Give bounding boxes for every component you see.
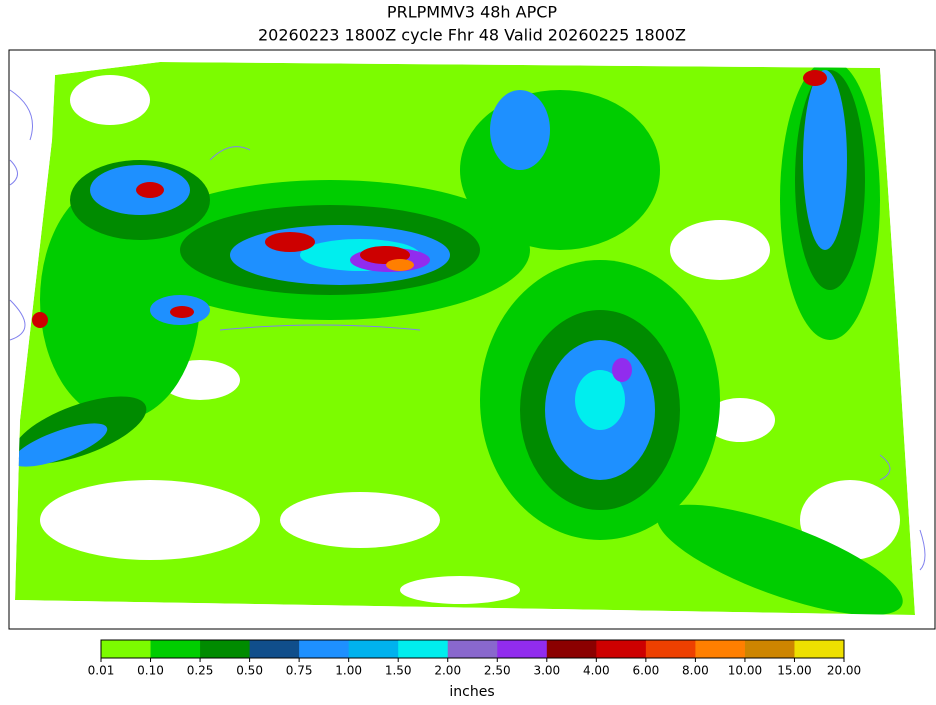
chart-title: PRLPMMV3 48h APCP: [387, 3, 558, 22]
colorbar-tick-label: 3.00: [533, 664, 560, 678]
colorbar-swatch: [398, 640, 449, 658]
colorbar-swatch: [299, 640, 350, 658]
colorbar-swatch: [497, 640, 548, 658]
colorbar-swatch: [348, 640, 399, 658]
colorbar-tick-label: 0.25: [187, 664, 214, 678]
colorbar-swatch: [645, 640, 696, 658]
colorbar-tick-label: 6.00: [633, 664, 660, 678]
colorbar-tick-label: 0.10: [137, 664, 164, 678]
colorbar-tick-label: 1.00: [335, 664, 362, 678]
colorbar-tick-label: 4.00: [583, 664, 610, 678]
colorbar-swatch: [794, 640, 845, 658]
colorbar-tick-label: 15.00: [777, 664, 811, 678]
colorbar-tick-label: 0.75: [286, 664, 313, 678]
colorbar-label: inches: [449, 684, 494, 700]
colorbar-tick-label: 2.50: [484, 664, 511, 678]
colorbar-tick-label: 0.50: [236, 664, 263, 678]
coastline: [9, 89, 926, 571]
colorbar-swatch: [596, 640, 647, 658]
chart-subtitle: 20260223 1800Z cycle Fhr 48 Valid 202602…: [258, 26, 686, 45]
colorbar-swatch: [200, 640, 251, 658]
colorbar-tick-label: 0.01: [88, 664, 115, 678]
colorbar-tick-label: 20.00: [827, 664, 861, 678]
colorbar: 0.01 0.10 0.25 0.50 0.75 1.00 1.50 2.00 2.50 3.00…: [88, 639, 861, 678]
colorbar-swatch: [150, 640, 201, 658]
colorbar-tick-label: 10.00: [728, 664, 762, 678]
colorbar-frame: [100, 639, 845, 659]
colorbar-swatch: [695, 640, 746, 658]
colorbar-swatch: [447, 640, 498, 658]
colorbar-swatch: [546, 640, 597, 658]
map: [8, 49, 936, 630]
colorbar-tick-label: 1.50: [385, 664, 412, 678]
colorbar-tick-label: 8.00: [682, 664, 709, 678]
precip-field: [15, 62, 915, 615]
colorbar-tick-label: 2.00: [434, 664, 461, 678]
colorbar-swatch: [744, 640, 795, 658]
colorbar-swatch: [101, 640, 152, 658]
colorbar-swatch: [249, 640, 300, 658]
